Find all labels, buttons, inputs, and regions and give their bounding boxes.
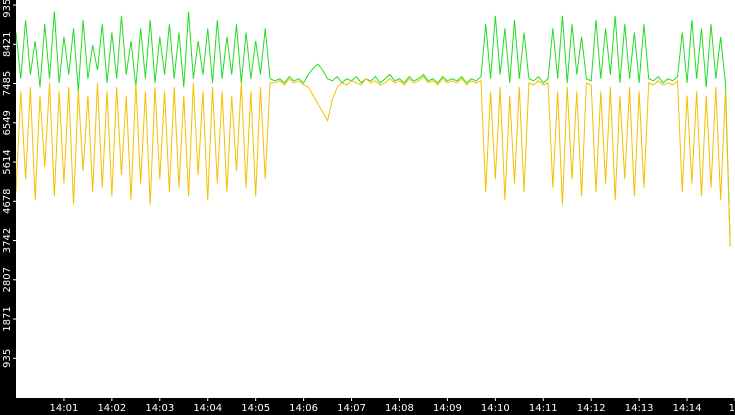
x-tick-label: 14:10 (481, 403, 510, 414)
y-tick-label: 1871 (2, 306, 13, 331)
x-tick-label: 14:04 (193, 403, 222, 414)
x-tick-label: 14:07 (337, 403, 366, 414)
x-tick-label: 14:03 (145, 403, 174, 414)
y-tick-label: 2807 (2, 267, 13, 292)
y-tick-label: 3742 (2, 228, 13, 253)
x-tick-label: 14:05 (241, 403, 270, 414)
y-tick-label: 935 (2, 349, 13, 368)
y-tick-label: 5614 (2, 149, 13, 174)
y-tick-label: 8421 (2, 32, 13, 57)
x-axis-strip (0, 398, 735, 415)
x-tick-label: 14:12 (577, 403, 606, 414)
y-tick-label: 7485 (2, 71, 13, 96)
series-line (15, 75, 731, 247)
series-line (15, 11, 731, 247)
plot-area (0, 0, 735, 398)
x-tick-label: 14:14 (673, 403, 702, 414)
x-tick-label: 14:13 (625, 403, 654, 414)
x-tick-label: 14:11 (529, 403, 558, 414)
x-tick-label: 14:02 (97, 403, 126, 414)
x-tick-label: 14:01 (50, 403, 79, 414)
y-tick-label: 4678 (2, 189, 13, 214)
x-tick-label: 14:09 (433, 403, 462, 414)
y-axis-strip (0, 0, 16, 415)
x-tick-label: 14:08 (385, 403, 414, 414)
y-tick-label: 6549 (2, 110, 13, 135)
y-tick-label: 9357 (2, 0, 13, 18)
x-tick-label: 14 (729, 403, 735, 414)
x-tick-label: 14:06 (289, 403, 318, 414)
